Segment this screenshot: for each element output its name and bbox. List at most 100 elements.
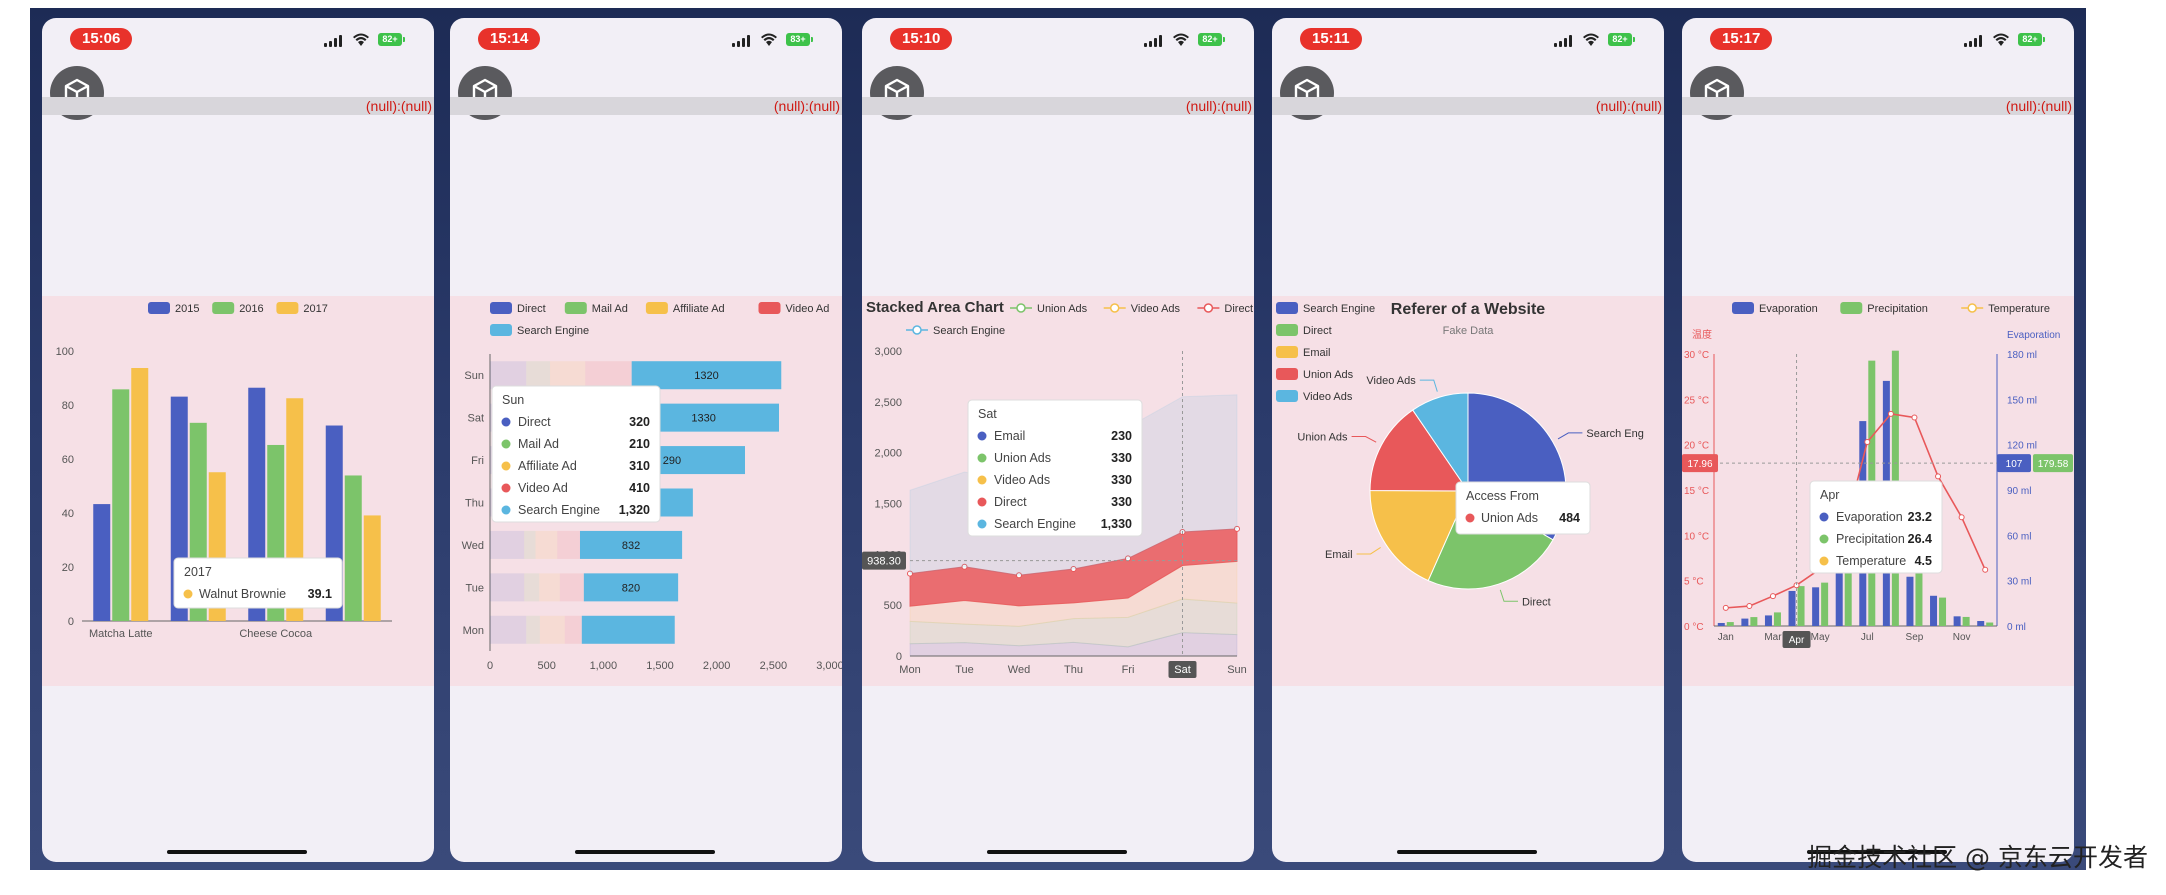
legend-swatch-icon[interactable] <box>148 302 170 314</box>
pie-slice[interactable] <box>1369 489 1469 582</box>
legend-swatch-icon[interactable] <box>1276 390 1298 402</box>
bar-segment[interactable] <box>581 615 675 644</box>
legend-marker-icon[interactable] <box>1203 303 1214 313</box>
bar-segment[interactable] <box>564 615 582 644</box>
bar[interactable] <box>1977 621 1985 626</box>
bar[interactable] <box>1741 618 1749 626</box>
chart-container[interactable]: 2015 2016 2017 0 20 40 60 80 100 Matcha Latte Chee… <box>42 296 434 686</box>
bar-segment[interactable] <box>490 573 525 602</box>
legend-marker-icon[interactable] <box>1967 303 1977 313</box>
bar-segment[interactable] <box>557 530 580 559</box>
home-indicator[interactable] <box>575 850 715 854</box>
bar[interactable] <box>1986 622 1994 626</box>
legend-marker-icon[interactable] <box>1109 303 1120 313</box>
chart-container[interactable]: Evaporation Precipitation Temperature 温度 Eva… <box>1682 296 2074 686</box>
bar[interactable] <box>1953 616 1961 626</box>
bar[interactable] <box>1939 597 1947 626</box>
chart-canvas[interactable]: Referer of a Website Fake Data Search Engi… <box>1272 296 1664 686</box>
legend-swatch-icon[interactable] <box>645 302 668 314</box>
chart-canvas[interactable]: 2015 2016 2017 0 20 40 60 80 100 Matcha Latte Chee… <box>42 296 434 686</box>
bar[interactable] <box>1750 617 1758 626</box>
home-indicator[interactable] <box>987 850 1127 854</box>
legend-label[interactable]: 2015 <box>175 303 199 315</box>
bar-segment[interactable] <box>524 530 536 559</box>
legend-swatch-icon[interactable] <box>276 302 299 314</box>
legend-label[interactable]: Direct <box>1224 303 1253 315</box>
chart-canvas[interactable]: Stacked Area Chart Union Ads Video Ads Dire… <box>862 296 1254 686</box>
bar-segment[interactable] <box>526 615 540 644</box>
legend-swatch-icon[interactable] <box>212 302 235 314</box>
chart-canvas[interactable]: Direct Mail Ad Affiliate Ad Video Ad Search … <box>450 296 842 686</box>
bar[interactable] <box>1764 615 1772 626</box>
legend-label[interactable]: Evaporation <box>1759 303 1818 315</box>
bar-segment[interactable] <box>579 530 683 559</box>
legend-swatch-icon[interactable] <box>1276 324 1298 336</box>
bar[interactable] <box>1915 552 1923 626</box>
bar[interactable] <box>1797 586 1805 626</box>
legend-swatch-icon[interactable] <box>1276 346 1298 358</box>
bar[interactable] <box>1788 590 1796 626</box>
chart-container[interactable]: Stacked Area Chart Union Ads Video Ads Dire… <box>862 296 1254 686</box>
legend-label[interactable]: Union Ads <box>1037 303 1088 315</box>
bar-segment[interactable] <box>490 361 527 390</box>
bar[interactable] <box>1717 622 1725 626</box>
legend-label[interactable]: 2017 <box>303 303 327 315</box>
legend-label[interactable]: Video Ads <box>1131 303 1181 315</box>
bar[interactable] <box>1773 612 1781 626</box>
area-point[interactable] <box>961 563 968 570</box>
legend-label[interactable]: Direct <box>1303 325 1332 337</box>
legend-swatch-icon[interactable] <box>1732 302 1754 314</box>
legend-label[interactable]: Email <box>1303 347 1331 359</box>
bar[interactable] <box>93 504 111 621</box>
pie-slice[interactable] <box>1412 392 1469 493</box>
legend-label[interactable]: Search Engine <box>1303 303 1375 315</box>
bar-segment[interactable] <box>535 530 558 559</box>
legend-label[interactable]: Search Engine <box>933 325 1005 337</box>
line-point[interactable] <box>1958 514 1965 521</box>
line-point[interactable] <box>1911 414 1918 421</box>
pie-slice[interactable] <box>1369 409 1469 492</box>
bar[interactable] <box>112 389 130 621</box>
area-series[interactable] <box>909 528 1238 607</box>
chart-container[interactable]: Referer of a Website Fake Data Search Engi… <box>1272 296 1664 686</box>
line-point[interactable] <box>1746 603 1753 610</box>
legend-swatch-icon[interactable] <box>1276 368 1298 380</box>
bar[interactable] <box>1726 622 1734 626</box>
legend-label[interactable]: Video Ads <box>1303 391 1353 403</box>
area-point[interactable] <box>907 570 913 577</box>
bar-segment[interactable] <box>583 573 679 602</box>
line-point[interactable] <box>1887 410 1894 417</box>
legend-swatch-icon[interactable] <box>564 302 587 314</box>
bar-segment[interactable] <box>526 361 551 390</box>
legend-swatch-icon[interactable] <box>758 302 781 314</box>
home-indicator[interactable] <box>1807 850 1947 854</box>
bar[interactable] <box>131 368 149 621</box>
line-point[interactable] <box>1935 473 1942 480</box>
legend-label[interactable]: 2016 <box>239 303 263 315</box>
legend-label[interactable]: Direct <box>517 303 546 315</box>
legend-label[interactable]: Video Ad <box>786 303 830 315</box>
bar[interactable] <box>1930 595 1938 626</box>
legend-label[interactable]: Union Ads <box>1303 369 1354 381</box>
bar-segment[interactable] <box>539 573 560 602</box>
bar[interactable] <box>1812 587 1820 626</box>
bar-segment[interactable] <box>524 573 540 602</box>
legend-swatch-icon[interactable] <box>1276 302 1298 314</box>
bar-segment[interactable] <box>550 361 586 390</box>
bar[interactable] <box>1962 616 1970 626</box>
line-point[interactable] <box>1722 604 1729 611</box>
area-series[interactable] <box>909 598 1238 648</box>
area-point[interactable] <box>1016 572 1022 579</box>
line-point[interactable] <box>1769 593 1776 600</box>
legend-label[interactable]: Precipitation <box>1867 303 1928 315</box>
area-point[interactable] <box>1234 525 1240 532</box>
bar-segment[interactable] <box>559 573 584 602</box>
legend-label[interactable]: Search Engine <box>517 325 589 337</box>
bar-segment[interactable] <box>631 361 782 390</box>
line-point[interactable] <box>1864 438 1871 445</box>
legend-swatch-icon[interactable] <box>490 324 512 336</box>
bar[interactable] <box>1906 576 1914 626</box>
bar-segment[interactable] <box>585 361 632 390</box>
bar-segment[interactable] <box>539 615 565 644</box>
home-indicator[interactable] <box>167 850 307 854</box>
